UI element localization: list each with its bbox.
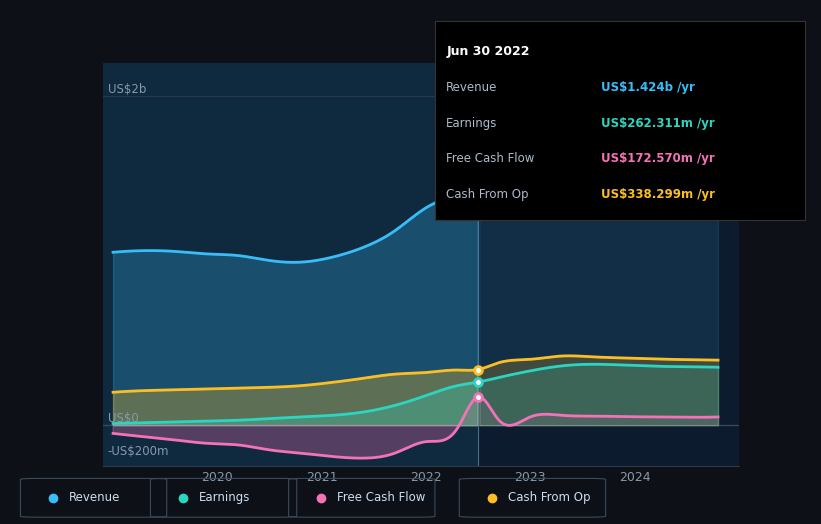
Text: Cash From Op: Cash From Op [447, 188, 529, 201]
Text: US$172.570m /yr: US$172.570m /yr [601, 152, 715, 166]
Text: Past: Past [447, 71, 473, 84]
Text: Free Cash Flow: Free Cash Flow [447, 152, 534, 166]
Text: Revenue: Revenue [69, 492, 121, 504]
Text: Earnings: Earnings [447, 116, 498, 129]
Text: Analysts Forecasts: Analysts Forecasts [484, 71, 599, 84]
Text: US$338.299m /yr: US$338.299m /yr [601, 188, 715, 201]
Text: Revenue: Revenue [447, 81, 498, 94]
Text: Earnings: Earnings [200, 492, 250, 504]
Text: US$2b: US$2b [108, 83, 146, 96]
Text: Jun 30 2022: Jun 30 2022 [447, 45, 530, 58]
Text: US$262.311m /yr: US$262.311m /yr [601, 116, 715, 129]
Text: US$1.424b /yr: US$1.424b /yr [601, 81, 695, 94]
Bar [103, 63, 478, 466]
Text: -US$200m: -US$200m [108, 445, 169, 458]
Text: US$0: US$0 [108, 412, 139, 425]
Text: Cash From Op: Cash From Op [508, 492, 590, 504]
Text: Free Cash Flow: Free Cash Flow [337, 492, 426, 504]
